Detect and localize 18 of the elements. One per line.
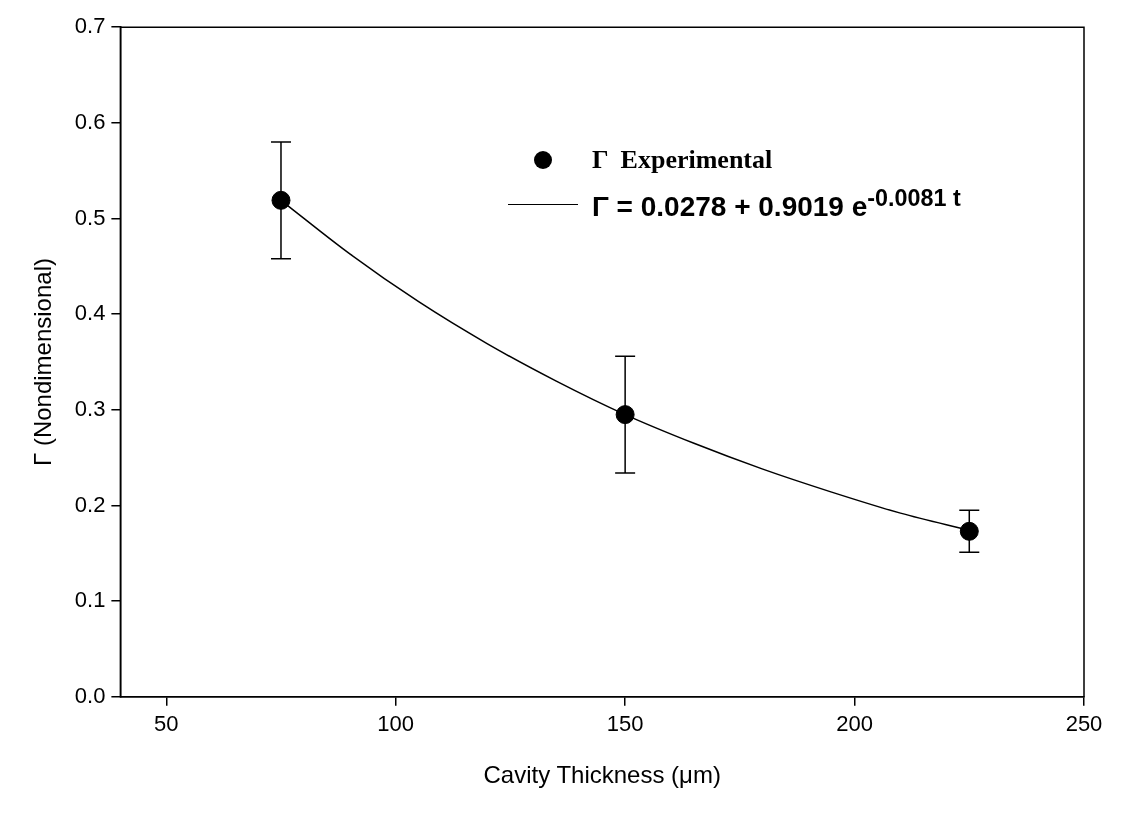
y-tick-label: 0.0 [74,682,106,708]
y-tick-label: 0.2 [74,491,106,517]
x-tick-label: 100 [377,711,415,737]
y-tick-label: 0.7 [74,13,106,39]
y-axis-title: Γ (Nondimensional) [29,258,57,466]
y-tick-label: 0.3 [74,395,106,421]
x-tick-label: 50 [154,711,179,737]
point [959,521,979,541]
legend-label: Γ Experimental [592,145,773,175]
x-tick-label: 150 [606,711,644,737]
legend-label: Γ = 0.0278 + 0.9019 e$^{-0.0081 t}$ [592,184,961,224]
x-axis-title: Cavity Thickness (μm) [483,761,721,789]
x-tick-label: 250 [1065,711,1103,737]
y-tick-label: 0.4 [74,300,106,326]
x-tick-label: 200 [836,711,873,737]
y-tick-label: 0.1 [74,587,106,613]
y-tick-label: 0.5 [74,204,106,230]
y-tick-label: 0.6 [74,108,106,134]
